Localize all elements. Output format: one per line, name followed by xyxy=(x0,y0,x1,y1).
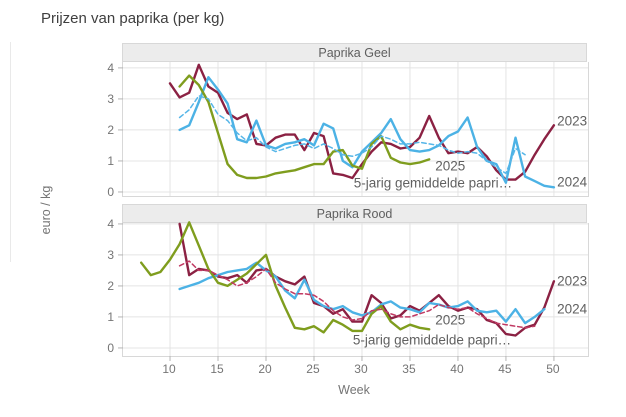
panel-title-geel: Paprika Geel xyxy=(318,45,391,60)
x-tick-label: 20 xyxy=(258,362,272,376)
y-tick-label: 2 xyxy=(107,278,114,293)
y-tick-label: 1 xyxy=(107,309,114,324)
panel-title-rood: Paprika Rood xyxy=(316,206,393,221)
annotation-label: 2025 xyxy=(435,312,466,328)
plot-svg-1 xyxy=(118,221,588,361)
series-2025-line xyxy=(140,221,431,334)
y-tick-label: 1 xyxy=(107,153,114,168)
plot-area-rood xyxy=(118,221,589,361)
y-tick-label: 0 xyxy=(107,340,114,355)
series-2024-line xyxy=(178,75,556,189)
y-axis-title: euro / kg xyxy=(39,185,53,235)
y-tick-label: 2 xyxy=(107,122,114,137)
plot-area-geel xyxy=(118,62,589,197)
y-tick-label: 3 xyxy=(107,91,114,106)
page-title: Prijzen van paprika (per kg) xyxy=(41,10,225,27)
panel-header-geel: Paprika Geel xyxy=(122,43,587,62)
annotation-label: 5-jarig gemiddelde papri… xyxy=(352,332,512,348)
series-5-jarig-gemiddelde-paprika-line xyxy=(178,95,526,175)
annotation-label: 2024 xyxy=(557,301,588,317)
y-tick-label: 3 xyxy=(107,247,114,262)
y-tick-label: 4 xyxy=(107,60,114,75)
panel-header-rood: Paprika Rood xyxy=(122,204,587,223)
x-tick-label: 10 xyxy=(162,362,176,376)
annotation-label: 5-jarig gemiddelde papri… xyxy=(353,175,513,191)
plot-svg-0 xyxy=(118,62,588,196)
x-tick-label: 15 xyxy=(210,362,224,376)
annotation-label: 2025 xyxy=(435,158,466,174)
y-tick-label: 4 xyxy=(107,216,114,231)
x-tick-label: 25 xyxy=(306,362,320,376)
series-2025-line xyxy=(178,74,431,180)
annotation-label: 2023 xyxy=(557,113,588,129)
x-tick-label: 45 xyxy=(498,362,512,376)
x-axis-title: Week xyxy=(338,383,370,397)
x-tick-label: 30 xyxy=(354,362,368,376)
y-tick-label: 0 xyxy=(107,184,114,199)
x-tick-label: 50 xyxy=(546,362,560,376)
annotation-label: 2024 xyxy=(557,174,588,190)
series-2024-line xyxy=(178,261,546,325)
annotation-label: 2023 xyxy=(557,273,588,289)
series-5-jarig-gemiddelde-paprika-line xyxy=(178,260,536,329)
x-tick-label: 40 xyxy=(450,362,464,376)
x-tick-label: 35 xyxy=(402,362,416,376)
left-edge-rule xyxy=(10,42,11,262)
